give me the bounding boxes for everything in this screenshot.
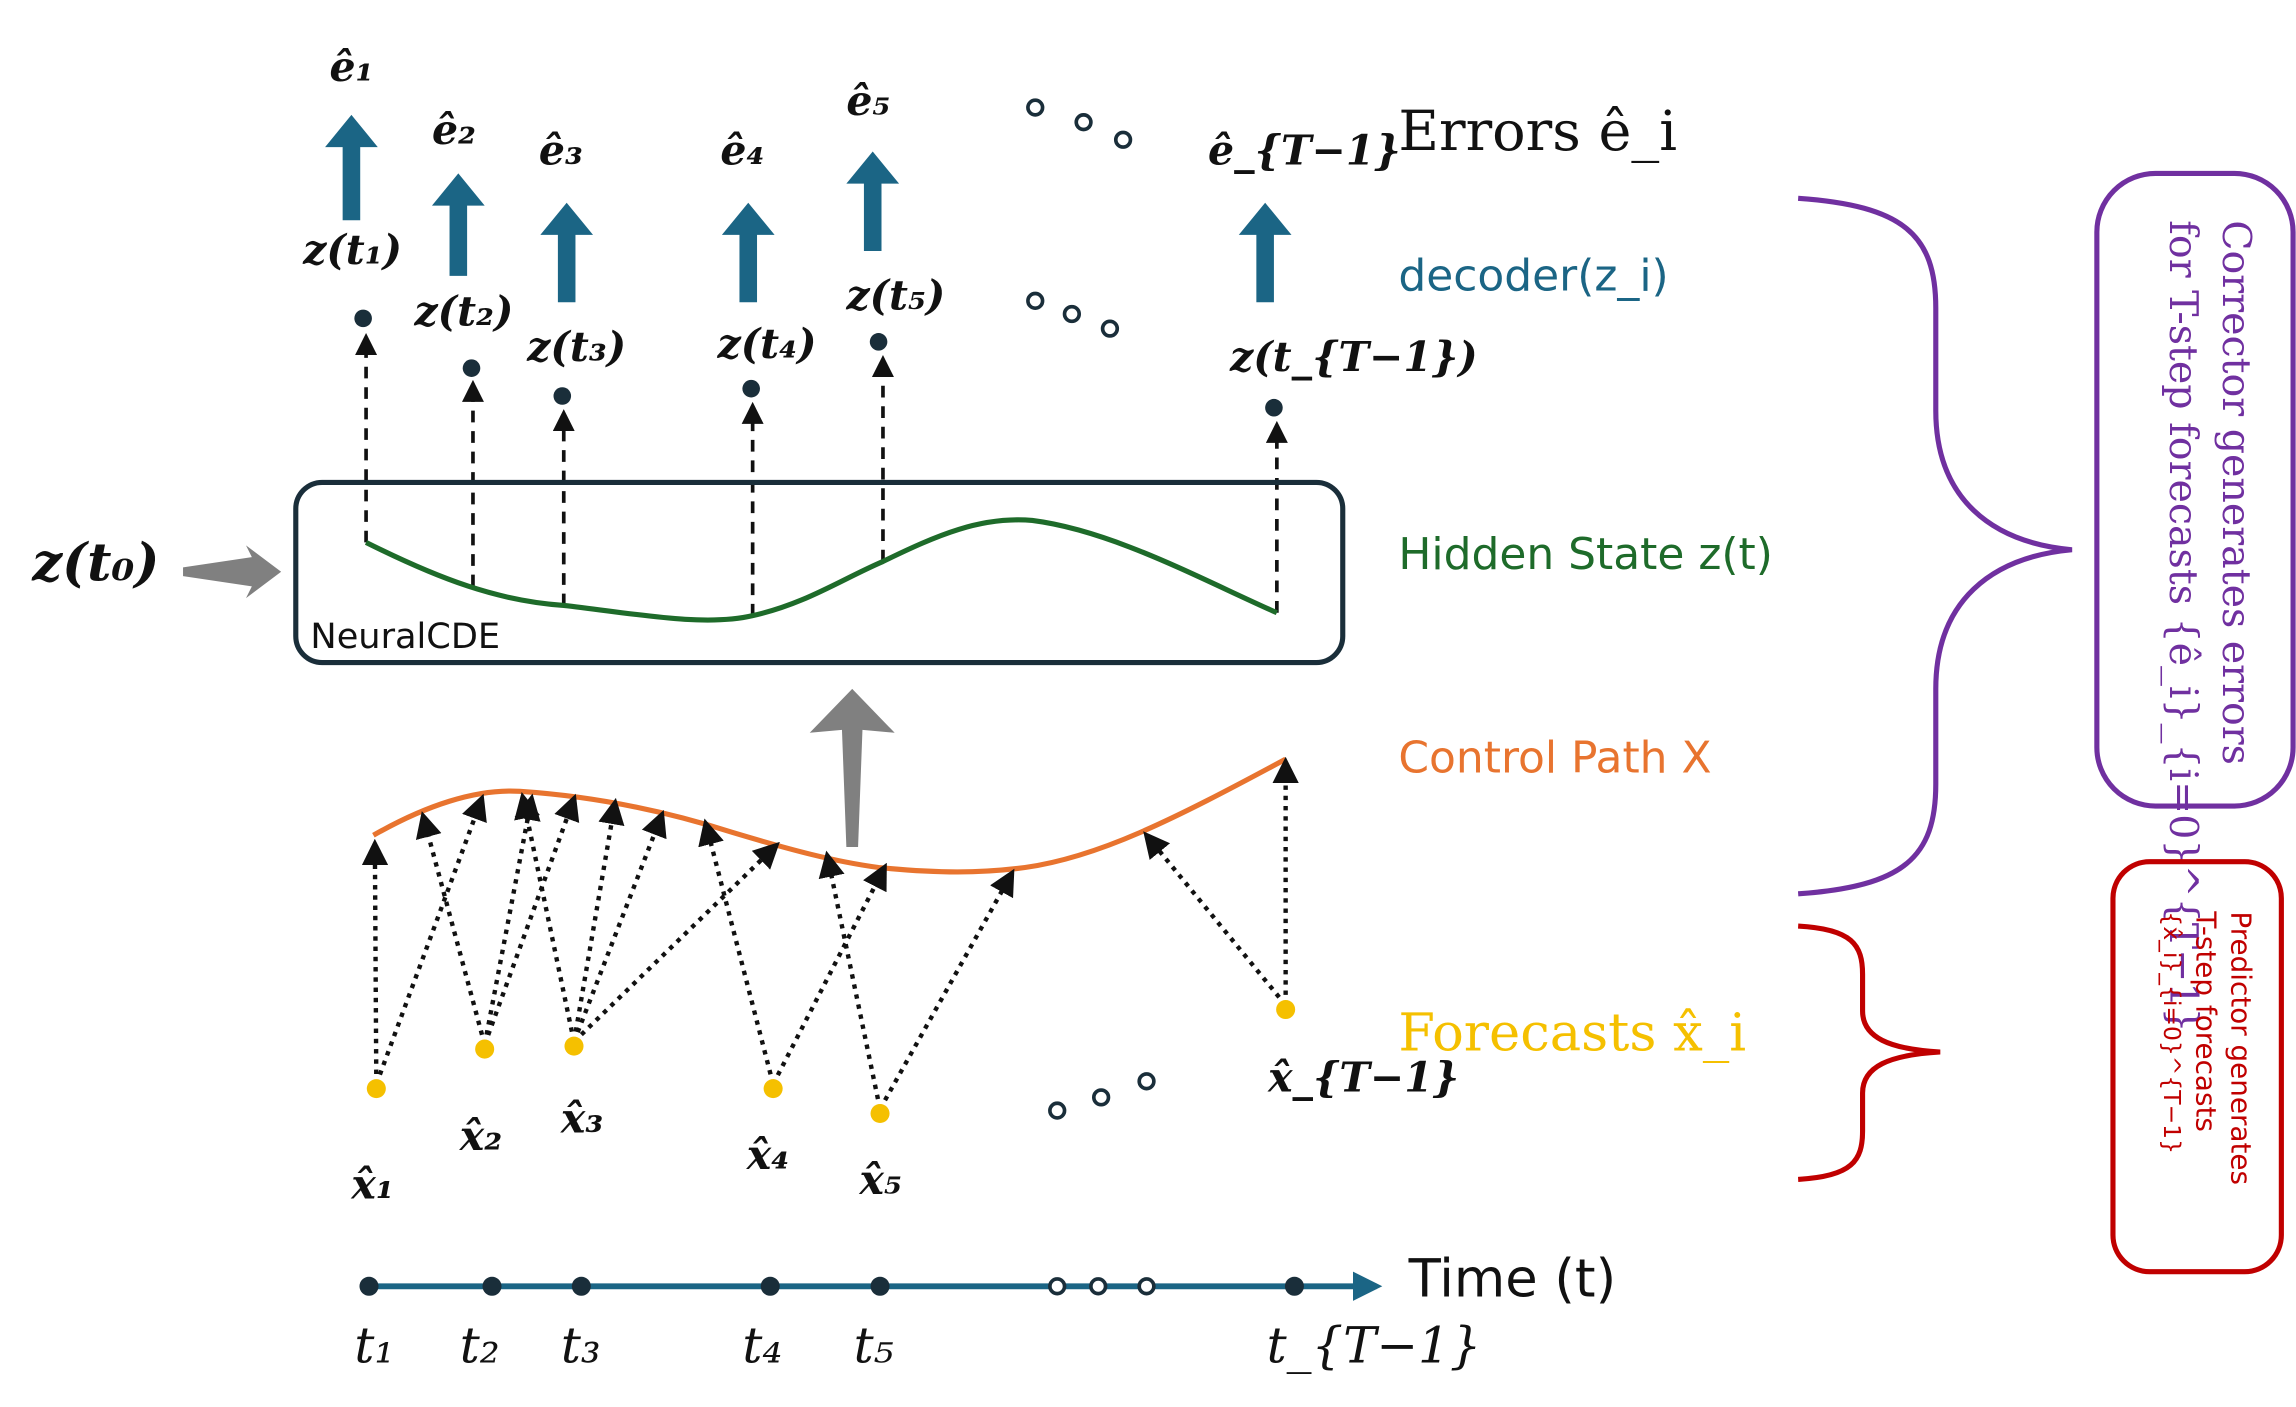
time-tick-label: t₁: [354, 1316, 394, 1374]
control-path-legend: Control Path X: [1398, 732, 1711, 783]
neuralcde-label: NeuralCDE: [310, 616, 500, 657]
initial-state-label: z(t₀): [31, 533, 159, 594]
forecast-label: x̂₂: [459, 1112, 502, 1160]
time-tick-label: t₂: [460, 1316, 500, 1374]
time-tick-label: t₃: [561, 1316, 601, 1374]
error-label: ê₁: [329, 43, 373, 91]
hidden-state-curve: [364, 517, 1278, 623]
forecasts-legend: Forecasts x̂_i: [1398, 1003, 1746, 1064]
predictor-box: [2110, 859, 2284, 1275]
corrector-brace: [1797, 195, 2073, 897]
time-tick-labels: t₁ t₂ t₃ t₄ t₅ t_{T−1}: [354, 1316, 1481, 1374]
control-to-cde-arrow: [809, 688, 895, 847]
predictor-line2: T-step forecasts: [2189, 910, 2222, 1131]
error-labels: ê₁ ê₂ ê₃ ê₄ ê₅ ê_{T−1}: [329, 43, 1400, 174]
forecast-label: x̂₅: [859, 1156, 902, 1204]
corrector-line1: Corrector generates errors: [2213, 220, 2259, 765]
control-path-curve: [372, 756, 1287, 875]
latent-label: z(t₅): [845, 272, 945, 320]
error-label: ê₃: [539, 127, 583, 175]
latent-points: [354, 309, 1283, 417]
forecast-label: x̂_{T−1}: [1267, 1054, 1459, 1102]
forecast-label: x̂₃: [560, 1095, 603, 1143]
time-ticks: [359, 1276, 1304, 1296]
error-label: ê_{T−1}: [1208, 127, 1401, 175]
forecast-points: [366, 1000, 1296, 1124]
error-arrow-2: [431, 173, 485, 276]
error-label: ê₅: [846, 77, 890, 125]
dotted-sampling-arrows: [361, 756, 1299, 1111]
error-arrows: [325, 114, 1292, 303]
dashed-projections: [355, 333, 1288, 616]
corrector-text: Corrector generates errors for T-step fo…: [2160, 220, 2259, 1032]
error-arrow-5: [846, 151, 900, 252]
error-label: ê₄: [720, 127, 764, 175]
error-arrow-1: [325, 114, 378, 221]
time-tick-label: t₄: [742, 1316, 782, 1374]
latent-label: z(t₁): [302, 226, 402, 274]
error-label: ê₂: [432, 106, 476, 154]
latent-label: z(t₄): [717, 320, 817, 368]
predictor-line3: {x̂_i}_{i=0}^{T−1}: [2158, 911, 2186, 1154]
predictor-text: Predictor generates T-step forecasts {x̂…: [2158, 910, 2257, 1185]
predictor-line1: Predictor generates: [2225, 911, 2258, 1185]
initial-state-arrow: [183, 545, 282, 599]
predictor-brace: [1798, 923, 1941, 1182]
forecast-label: x̂₁: [350, 1160, 393, 1208]
decoder-legend: decoder(z_i): [1398, 251, 1668, 302]
hidden-state-legend: Hidden State z(t): [1398, 529, 1772, 580]
time-tick-label: t₅: [854, 1316, 894, 1374]
error-arrow-4: [721, 202, 775, 303]
corrector-box: [2094, 170, 2296, 809]
latent-label: z(t₂): [413, 288, 513, 336]
latent-labels: z(t₁) z(t₂) z(t₃) z(t₄) z(t₅) z(t_{T−1}): [302, 226, 1478, 381]
errors-legend: Errors ê_i: [1398, 99, 1677, 164]
forecast-label: x̂₄: [746, 1131, 789, 1179]
error-arrow-3: [540, 202, 594, 303]
neuralcde-box: [293, 479, 1346, 666]
latent-label: z(t_{T−1}): [1229, 333, 1478, 381]
corrector-line2: for T-step forecasts {ê_i}_{i=0}^{T−1}: [2160, 220, 2206, 1032]
forecast-labels: x̂₁ x̂₂ x̂₃ x̂₄ x̂₅ x̂_{T−1}: [350, 1054, 1459, 1209]
error-arrow-6: [1238, 202, 1292, 303]
latent-label: z(t₃): [526, 323, 626, 371]
time-legend: Time (t): [1408, 1249, 1617, 1310]
time-tick-label: t_{T−1}: [1267, 1316, 1482, 1374]
ellipsis-dots: [1026, 98, 1156, 1120]
